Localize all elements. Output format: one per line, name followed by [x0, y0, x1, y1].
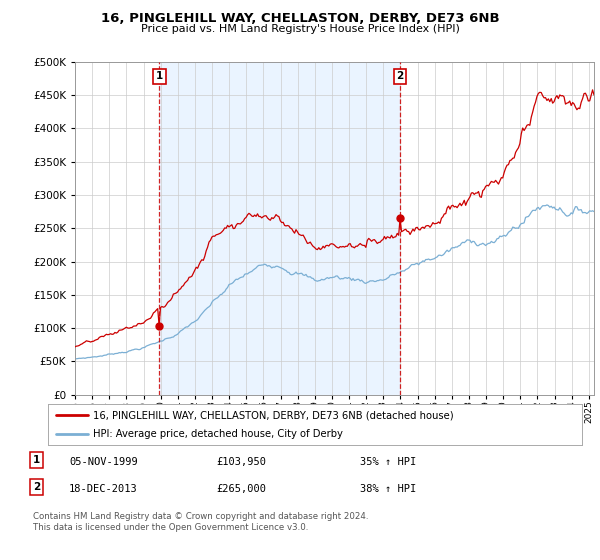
- Text: 16, PINGLEHILL WAY, CHELLASTON, DERBY, DE73 6NB: 16, PINGLEHILL WAY, CHELLASTON, DERBY, D…: [101, 12, 499, 25]
- Text: £103,950: £103,950: [216, 457, 266, 467]
- Text: HPI: Average price, detached house, City of Derby: HPI: Average price, detached house, City…: [94, 429, 343, 439]
- Text: Contains HM Land Registry data © Crown copyright and database right 2024.
This d: Contains HM Land Registry data © Crown c…: [33, 512, 368, 532]
- Text: 1: 1: [155, 71, 163, 81]
- Text: 35% ↑ HPI: 35% ↑ HPI: [360, 457, 416, 467]
- Text: 38% ↑ HPI: 38% ↑ HPI: [360, 484, 416, 494]
- Text: 2: 2: [33, 482, 40, 492]
- Bar: [159, 62, 400, 395]
- Text: 1: 1: [33, 455, 40, 465]
- Text: 05-NOV-1999: 05-NOV-1999: [69, 457, 138, 467]
- Text: Price paid vs. HM Land Registry's House Price Index (HPI): Price paid vs. HM Land Registry's House …: [140, 24, 460, 34]
- Text: 16, PINGLEHILL WAY, CHELLASTON, DERBY, DE73 6NB (detached house): 16, PINGLEHILL WAY, CHELLASTON, DERBY, D…: [94, 410, 454, 421]
- Text: 2: 2: [396, 71, 403, 81]
- Text: £265,000: £265,000: [216, 484, 266, 494]
- Text: 18-DEC-2013: 18-DEC-2013: [69, 484, 138, 494]
